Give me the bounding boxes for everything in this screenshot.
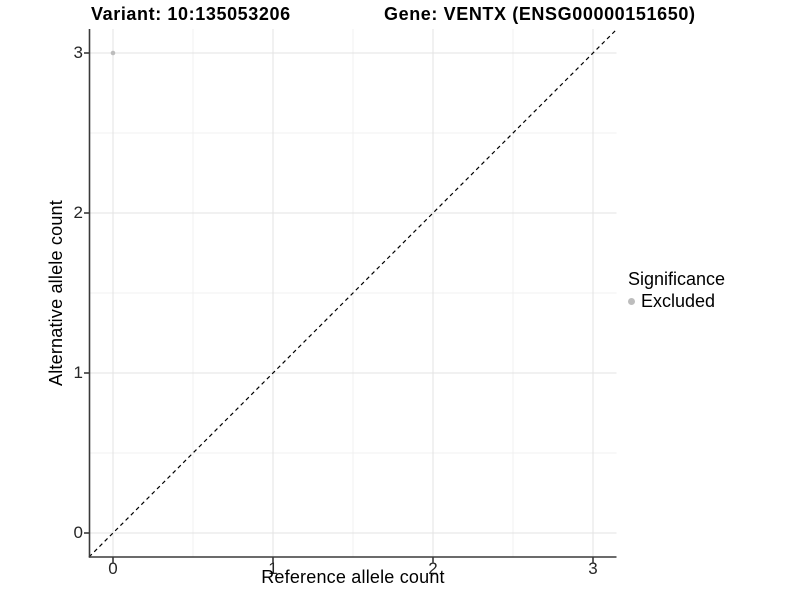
identity-reference-line <box>88 28 618 558</box>
legend-item-label: Excluded <box>641 291 716 311</box>
x-tick-label: 0 <box>108 559 118 578</box>
legend-item: Excluded <box>628 291 725 311</box>
x-axis-title: Reference allele count <box>261 567 445 587</box>
y-tick-label: 3 <box>73 43 83 62</box>
y-tick-label: 1 <box>73 363 83 382</box>
legend-items: Excluded <box>628 291 725 311</box>
legend-title: Significance <box>628 269 726 289</box>
data-point-excluded <box>110 50 116 56</box>
variant-title: Variant: 10:135053206 <box>91 4 291 24</box>
y-tick-label: 2 <box>73 203 83 222</box>
x-tick-label: 2 <box>428 559 438 578</box>
legend: Significance Excluded <box>628 269 725 311</box>
y-tick-label: 0 <box>73 523 83 542</box>
x-tick-label: 3 <box>588 559 598 578</box>
legend-point-icon <box>628 297 635 305</box>
y-axis-title: Alternative allele count <box>46 200 66 386</box>
x-tick-label: 1 <box>268 559 278 578</box>
gene-title: Gene: VENTX (ENSG00000151650) <box>384 4 696 24</box>
